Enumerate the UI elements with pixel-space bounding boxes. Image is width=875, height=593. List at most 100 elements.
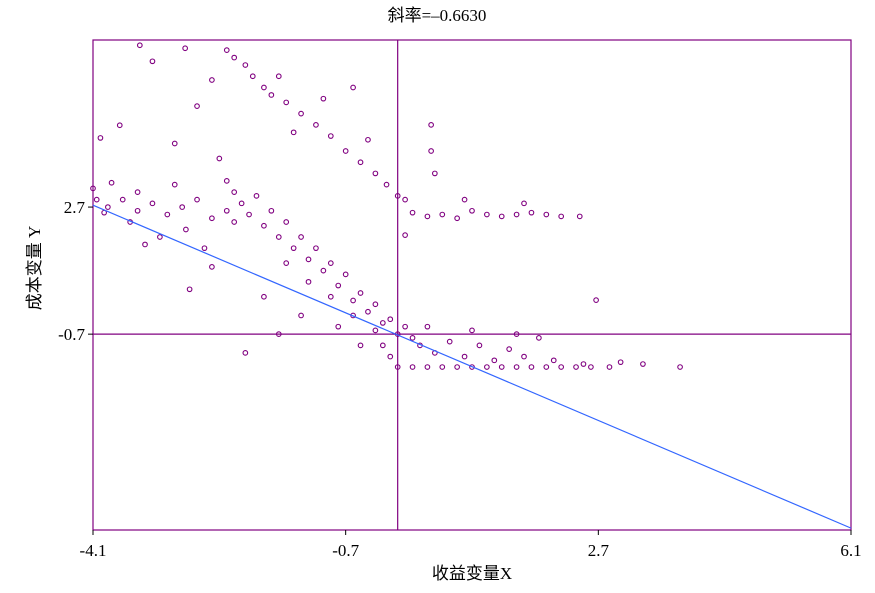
- scatter-point: [183, 226, 189, 233]
- scatter-point: [275, 234, 282, 240]
- scatter-point: [335, 323, 342, 330]
- scatter-point: [223, 178, 230, 184]
- scatter-point: [617, 359, 624, 366]
- scatter-point: [536, 335, 542, 341]
- scatter-point: [290, 245, 297, 252]
- scatter-point: [357, 290, 364, 296]
- scatter-point: [640, 361, 646, 367]
- chart-title: 斜率=–0.6630: [388, 6, 487, 25]
- scatter-point: [379, 342, 386, 349]
- x-tick-label: 2.7: [588, 541, 610, 560]
- scatter-point: [194, 196, 200, 203]
- scatter-point: [424, 213, 431, 220]
- x-tick-label: 6.1: [840, 541, 861, 560]
- scatter-point: [268, 207, 275, 214]
- scatter-point: [186, 286, 193, 293]
- scatter-point: [580, 361, 587, 367]
- scatter-point: [242, 349, 249, 356]
- scatter-point: [513, 364, 520, 370]
- scatter-point: [275, 73, 282, 80]
- scatter-point: [513, 331, 520, 337]
- scatter-point: [283, 260, 290, 266]
- scatter-point: [350, 84, 356, 91]
- scatter-point: [149, 200, 156, 207]
- scatter-point: [484, 211, 490, 218]
- scatter-point: [209, 264, 215, 270]
- y-tick-label: -0.7: [58, 325, 85, 344]
- scatter-point: [97, 135, 104, 141]
- scatter-point: [335, 282, 342, 289]
- scatter-point: [164, 211, 171, 218]
- scatter-point: [231, 189, 238, 195]
- scatter-point: [249, 73, 256, 80]
- scatter-point: [201, 245, 208, 252]
- scatter-point: [242, 62, 249, 68]
- scatter-point: [182, 45, 188, 52]
- scatter-point: [576, 213, 583, 220]
- scatter-point: [149, 58, 156, 65]
- scatter-point: [342, 148, 349, 154]
- scatter-point: [119, 196, 126, 203]
- scatter-point: [439, 364, 446, 370]
- scatter-point: [275, 331, 282, 337]
- scatter-point: [171, 140, 178, 147]
- scatter-point: [588, 364, 594, 370]
- scatter-point: [469, 207, 475, 214]
- scatter-point: [521, 200, 527, 207]
- scatter-point: [261, 293, 267, 300]
- y-tick-label: 2.7: [64, 198, 86, 217]
- scatter-point: [379, 320, 386, 326]
- scatter-point: [327, 133, 334, 139]
- x-axis-label: 收益变量X: [432, 564, 512, 583]
- scatter-point: [394, 364, 401, 370]
- scatter-point: [313, 245, 319, 252]
- scatter-point: [402, 196, 408, 203]
- scatter-point: [157, 234, 163, 240]
- scatter-point: [327, 260, 334, 266]
- scatter-point: [402, 232, 408, 238]
- scatter-point: [194, 103, 200, 110]
- scatter-point: [428, 121, 434, 128]
- scatter-point: [428, 148, 434, 154]
- scatter-point: [298, 312, 304, 319]
- scatter-point: [134, 189, 141, 195]
- scatter-point: [357, 159, 364, 166]
- scatter-point: [409, 209, 416, 216]
- scatter-point: [372, 327, 379, 334]
- scatter-point: [606, 364, 613, 370]
- scatter-point: [350, 297, 356, 304]
- scatter-point: [327, 293, 334, 300]
- scatter-point: [528, 209, 535, 216]
- scatter-point: [461, 196, 468, 203]
- scatter-point: [283, 219, 290, 225]
- scatter-point: [142, 241, 148, 248]
- scatter-point: [521, 353, 527, 360]
- scatter-point: [476, 342, 483, 349]
- x-tick-label: -0.7: [332, 541, 359, 560]
- scatter-point: [223, 47, 230, 53]
- scatter-point: [558, 364, 565, 370]
- scatter-point: [290, 129, 297, 136]
- scatter-point: [365, 308, 371, 315]
- scatter-point: [513, 211, 520, 218]
- scatter-point: [677, 364, 683, 370]
- scatter-point: [543, 211, 550, 218]
- scatter-point: [320, 95, 327, 102]
- scatter-point: [506, 346, 513, 352]
- scatter-point: [387, 353, 394, 360]
- scatter-point: [365, 136, 371, 143]
- scatter-point: [372, 301, 379, 308]
- scatter-point: [108, 179, 115, 186]
- scatter-point: [261, 222, 267, 229]
- y-axis-label: 成本变量 Y: [25, 226, 44, 311]
- scatter-point: [573, 364, 579, 370]
- scatter-point: [409, 335, 416, 341]
- scatter-point: [439, 211, 446, 218]
- scatter-point: [261, 84, 267, 91]
- scatter-point: [446, 338, 453, 345]
- scatter-point: [105, 204, 111, 210]
- scatter-point: [246, 211, 252, 218]
- scatter-point: [320, 267, 327, 274]
- scatter-point: [171, 181, 178, 188]
